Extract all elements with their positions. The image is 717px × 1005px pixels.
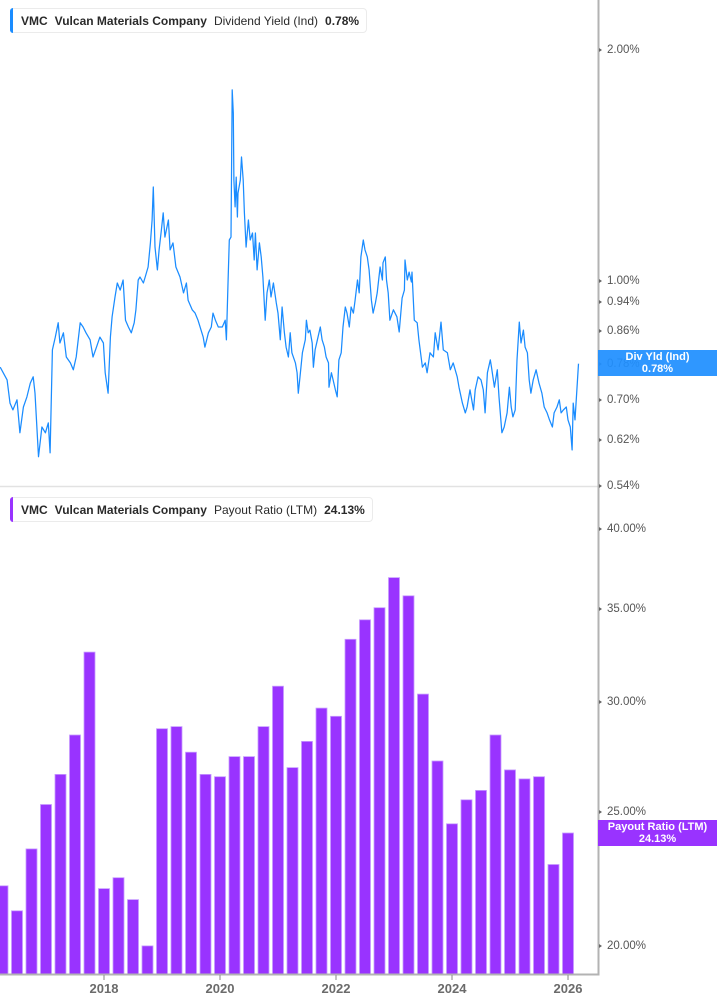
y-axis-tick-label: 0.86% (607, 325, 640, 338)
y-axis-tick-mark (599, 484, 602, 489)
payout-ratio-bar[interactable] (272, 685, 284, 975)
x-axis-tick-label: 2020 (205, 981, 235, 996)
y-axis-tick-label: 0.62% (607, 434, 640, 447)
payout-ratio-bar[interactable] (518, 778, 531, 975)
x-axis-tick-label: 2024 (437, 981, 467, 996)
ticker-symbol: VMC (21, 13, 48, 28)
dividend-yield-legend[interactable]: VMC Vulcan Materials Company Dividend Yi… (10, 8, 368, 33)
payout-ratio-bar[interactable] (54, 774, 67, 975)
x-axis-tick-label: 2026 (553, 981, 583, 996)
payout-ratio-legend[interactable]: VMC Vulcan Materials Company Payout Rati… (10, 497, 373, 522)
y-axis-tick-mark (599, 397, 602, 402)
dividend-yield-line (0, 89, 580, 458)
dividend-yield-value-flag: Div Yld (Ind) 0.78% (598, 350, 717, 377)
payout-ratio-bars (0, 577, 574, 975)
payout-ratio-bar[interactable] (286, 767, 299, 975)
x-axis-tick-label: 2018 (89, 981, 119, 996)
payout-ratio-bar[interactable] (214, 776, 226, 975)
x-axis-ticks (103, 975, 569, 980)
payout-ratio-bar[interactable] (417, 693, 429, 975)
payout-ratio-bar[interactable] (243, 756, 255, 975)
series-color-swatch (10, 497, 13, 522)
payout-ratio-bar[interactable] (373, 607, 386, 975)
y-axis-tick-mark (599, 438, 602, 443)
payout-ratio-bar[interactable] (199, 774, 212, 975)
metric-name: Dividend Yield (Ind) (213, 13, 319, 28)
y-axis-tick-label: 40.00% (607, 523, 647, 536)
company-name: Vulcan Materials Company (54, 502, 207, 517)
payout-ratio-bar[interactable] (25, 848, 38, 975)
metric-value: 24.13% (324, 502, 365, 517)
payout-ratio-bar[interactable] (344, 638, 357, 975)
payout-ratio-bar[interactable] (141, 945, 154, 975)
dividend-yield-line-group (0, 89, 580, 458)
flag-label: Payout Ratio (LTM) (607, 821, 708, 834)
payout-ratio-bar[interactable] (388, 577, 400, 975)
payout-ratio-bar[interactable] (0, 885, 9, 975)
payout-ratio-bar[interactable] (547, 864, 560, 975)
y-axis-tick-label: 30.00% (607, 696, 647, 709)
y-axis-tick-label: 20.00% (607, 939, 647, 952)
payout-ratio-bar[interactable] (98, 888, 110, 975)
y-axis-tick-mark (599, 48, 602, 53)
payout-ratio-bar[interactable] (359, 619, 371, 975)
y-axis-tick-label: 1.00% (607, 274, 640, 287)
y-axis-tick-label: 35.00% (607, 603, 647, 616)
payout-ratio-value-flag: Payout Ratio (LTM) 24.13% (598, 820, 717, 847)
y-axis-tick-mark (599, 607, 602, 612)
payout-ratio-bar[interactable] (402, 595, 415, 975)
payout-ratio-bar[interactable] (562, 832, 574, 975)
payout-ratio-bar[interactable] (446, 823, 458, 975)
y-axis-tick-label: 25.00% (607, 805, 647, 818)
payout-ratio-bar[interactable] (315, 707, 328, 975)
y-axis-tick-mark (599, 278, 602, 283)
flag-label: Div Yld (Ind) (625, 351, 690, 364)
y-axis-tick-label: 0.54% (607, 480, 640, 493)
metric-value: 0.78% (325, 13, 360, 28)
payout-ratio-bar[interactable] (83, 651, 96, 975)
y-axis-tick-mark (599, 809, 602, 814)
payout-ratio-bar[interactable] (475, 790, 487, 975)
payout-ratio-bar[interactable] (170, 726, 183, 975)
x-axis-tick-label: 2022 (321, 981, 351, 996)
flag-value: 0.78% (641, 363, 674, 376)
ticker-symbol: VMC (21, 502, 48, 517)
payout-ratio-bar[interactable] (301, 741, 313, 975)
y-axis-tick-label: 2.00% (607, 44, 640, 57)
metric-name: Payout Ratio (LTM) (213, 502, 318, 517)
payout-ratio-bar[interactable] (489, 734, 502, 975)
payout-ratio-bar[interactable] (156, 728, 168, 975)
payout-ratio-bar[interactable] (127, 899, 139, 975)
payout-ratio-bar[interactable] (112, 877, 125, 975)
payout-ratio-bar[interactable] (460, 799, 473, 975)
payout-ratio-bar[interactable] (228, 756, 241, 975)
y-axis-tick-label: 0.94% (607, 295, 640, 308)
payout-ratio-bar[interactable] (330, 715, 342, 975)
y-axis-tick-label: 0.70% (607, 393, 640, 406)
y-axis-tick-mark (599, 943, 602, 948)
payout-ratio-bar[interactable] (69, 734, 81, 975)
y-axis-tick-mark (599, 299, 602, 304)
flag-value: 24.13% (638, 833, 677, 846)
payout-ratio-bar[interactable] (257, 726, 270, 975)
payout-ratio-bar[interactable] (185, 751, 197, 975)
payout-ratio-bar[interactable] (11, 910, 23, 975)
y-axis-tick-mark (599, 527, 602, 532)
y-axis-tick-mark (599, 329, 602, 334)
payout-ratio-bar[interactable] (504, 769, 516, 975)
payout-ratio-bar[interactable] (40, 804, 52, 975)
company-name: Vulcan Materials Company (54, 13, 207, 28)
payout-ratio-bar[interactable] (533, 776, 545, 975)
y-axis-tick-mark (599, 700, 602, 705)
series-color-swatch (10, 8, 13, 33)
payout-ratio-bar[interactable] (431, 760, 444, 975)
